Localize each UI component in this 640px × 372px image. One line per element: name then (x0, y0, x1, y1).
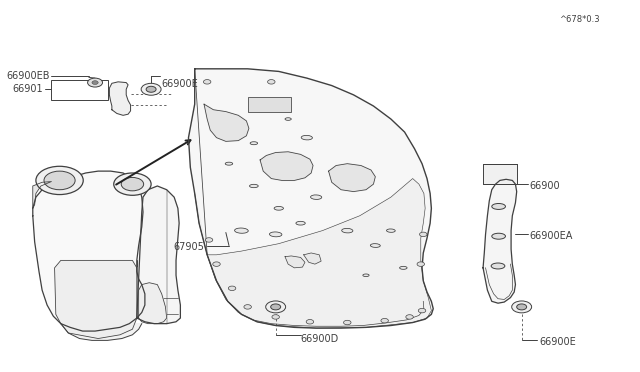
Ellipse shape (387, 229, 396, 232)
Ellipse shape (250, 185, 258, 188)
Text: 66900EB: 66900EB (6, 71, 50, 81)
Circle shape (266, 301, 285, 313)
Polygon shape (137, 186, 180, 324)
Circle shape (141, 83, 161, 95)
Circle shape (272, 315, 280, 319)
Ellipse shape (274, 206, 284, 210)
Text: 66900E: 66900E (162, 79, 198, 89)
Text: 66900E: 66900E (539, 337, 576, 347)
Polygon shape (285, 256, 305, 268)
Ellipse shape (310, 195, 322, 199)
Circle shape (114, 173, 151, 195)
Ellipse shape (399, 266, 407, 269)
Circle shape (516, 304, 527, 310)
Ellipse shape (285, 118, 291, 121)
Ellipse shape (371, 244, 380, 247)
Circle shape (212, 262, 220, 266)
Polygon shape (33, 171, 145, 331)
Polygon shape (328, 164, 375, 192)
Circle shape (268, 80, 275, 84)
Ellipse shape (225, 162, 233, 165)
Text: ^678*0.3: ^678*0.3 (559, 15, 600, 24)
Polygon shape (483, 179, 516, 303)
Polygon shape (109, 82, 131, 115)
Text: 66900D: 66900D (301, 334, 339, 343)
Circle shape (381, 318, 388, 323)
Circle shape (44, 171, 75, 190)
Text: 66901: 66901 (13, 84, 44, 93)
Bar (248, 97, 291, 112)
Text: 67905: 67905 (173, 243, 204, 252)
Polygon shape (304, 253, 321, 264)
Polygon shape (204, 104, 249, 141)
Polygon shape (54, 260, 137, 339)
Circle shape (36, 166, 83, 195)
Ellipse shape (296, 221, 305, 225)
Circle shape (344, 320, 351, 325)
Polygon shape (61, 324, 142, 340)
Circle shape (205, 238, 212, 242)
Polygon shape (33, 182, 51, 208)
Ellipse shape (269, 232, 282, 237)
Polygon shape (260, 152, 313, 180)
Circle shape (420, 232, 427, 237)
Circle shape (244, 305, 252, 309)
Bar (483, 164, 517, 184)
Ellipse shape (250, 142, 258, 145)
Polygon shape (188, 69, 433, 328)
Circle shape (204, 80, 211, 84)
Circle shape (406, 315, 413, 319)
Ellipse shape (342, 228, 353, 233)
Ellipse shape (235, 228, 248, 233)
Circle shape (306, 320, 314, 324)
Ellipse shape (301, 135, 312, 140)
Polygon shape (139, 283, 166, 324)
Circle shape (271, 304, 281, 310)
Circle shape (88, 78, 102, 87)
Circle shape (92, 81, 98, 84)
Bar (51, 80, 108, 100)
Circle shape (512, 301, 532, 313)
Text: 66900EA: 66900EA (529, 231, 573, 241)
Ellipse shape (492, 203, 506, 209)
Ellipse shape (492, 233, 506, 239)
Text: 66900: 66900 (529, 181, 560, 191)
Circle shape (417, 262, 424, 266)
Ellipse shape (491, 263, 505, 269)
Circle shape (228, 286, 236, 291)
Ellipse shape (363, 274, 369, 277)
Circle shape (419, 308, 426, 313)
Circle shape (121, 177, 143, 191)
Circle shape (146, 86, 156, 92)
Polygon shape (195, 179, 431, 328)
